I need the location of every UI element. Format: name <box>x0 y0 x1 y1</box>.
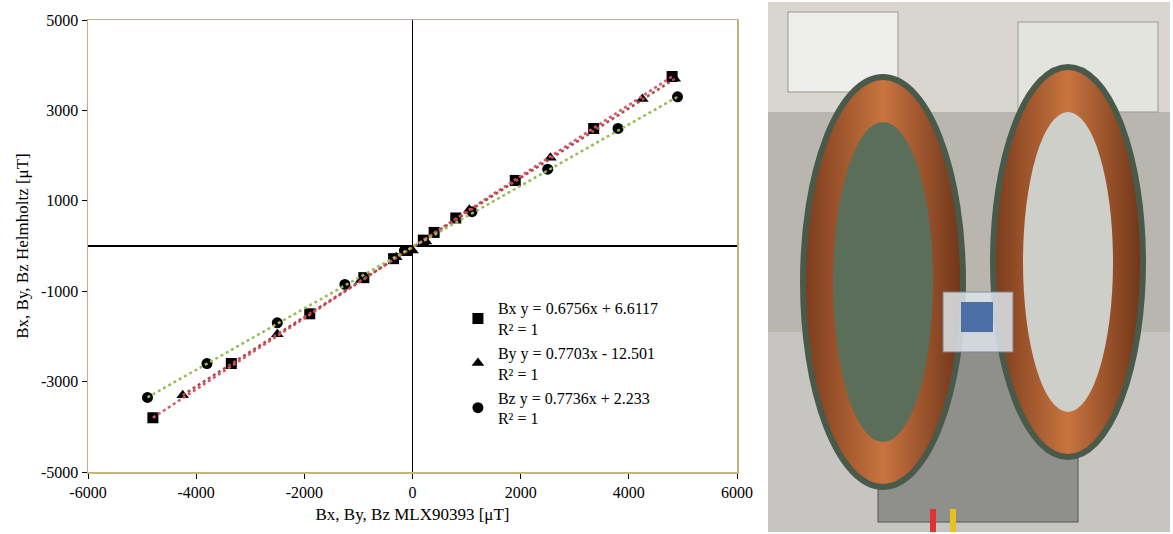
svg-text:-4000: -4000 <box>178 484 215 501</box>
svg-text:Bx, By, Bz Helmholtz [μT]: Bx, By, Bz Helmholtz [μT] <box>13 153 32 339</box>
svg-text:4000: 4000 <box>613 484 645 501</box>
svg-text:Bz y = 0.7736x + 2.233R² = 1: Bz y = 0.7736x + 2.233R² = 1 <box>498 390 650 428</box>
svg-text:5000: 5000 <box>46 12 78 29</box>
svg-text:2000: 2000 <box>505 484 537 501</box>
svg-text:-3000: -3000 <box>41 373 78 390</box>
svg-text:Bx y = 0.6756x + 6.6117R² = 1: Bx y = 0.6756x + 6.6117R² = 1 <box>498 300 658 338</box>
svg-text:-2000: -2000 <box>286 484 323 501</box>
svg-text:1000: 1000 <box>46 192 78 209</box>
svg-text:By y = 0.7703x - 12.501R² = 1: By y = 0.7703x - 12.501R² = 1 <box>498 345 655 383</box>
svg-text:-1000: -1000 <box>41 283 78 300</box>
svg-text:3000: 3000 <box>46 102 78 119</box>
svg-text:Bx, By, Bz MLX90393 [μT]: Bx, By, Bz MLX90393 [μT] <box>315 505 509 524</box>
svg-text:6000: 6000 <box>721 484 753 501</box>
svg-text:-5000: -5000 <box>41 464 78 481</box>
svg-text:-6000: -6000 <box>69 484 106 501</box>
svg-text:0: 0 <box>409 484 417 501</box>
